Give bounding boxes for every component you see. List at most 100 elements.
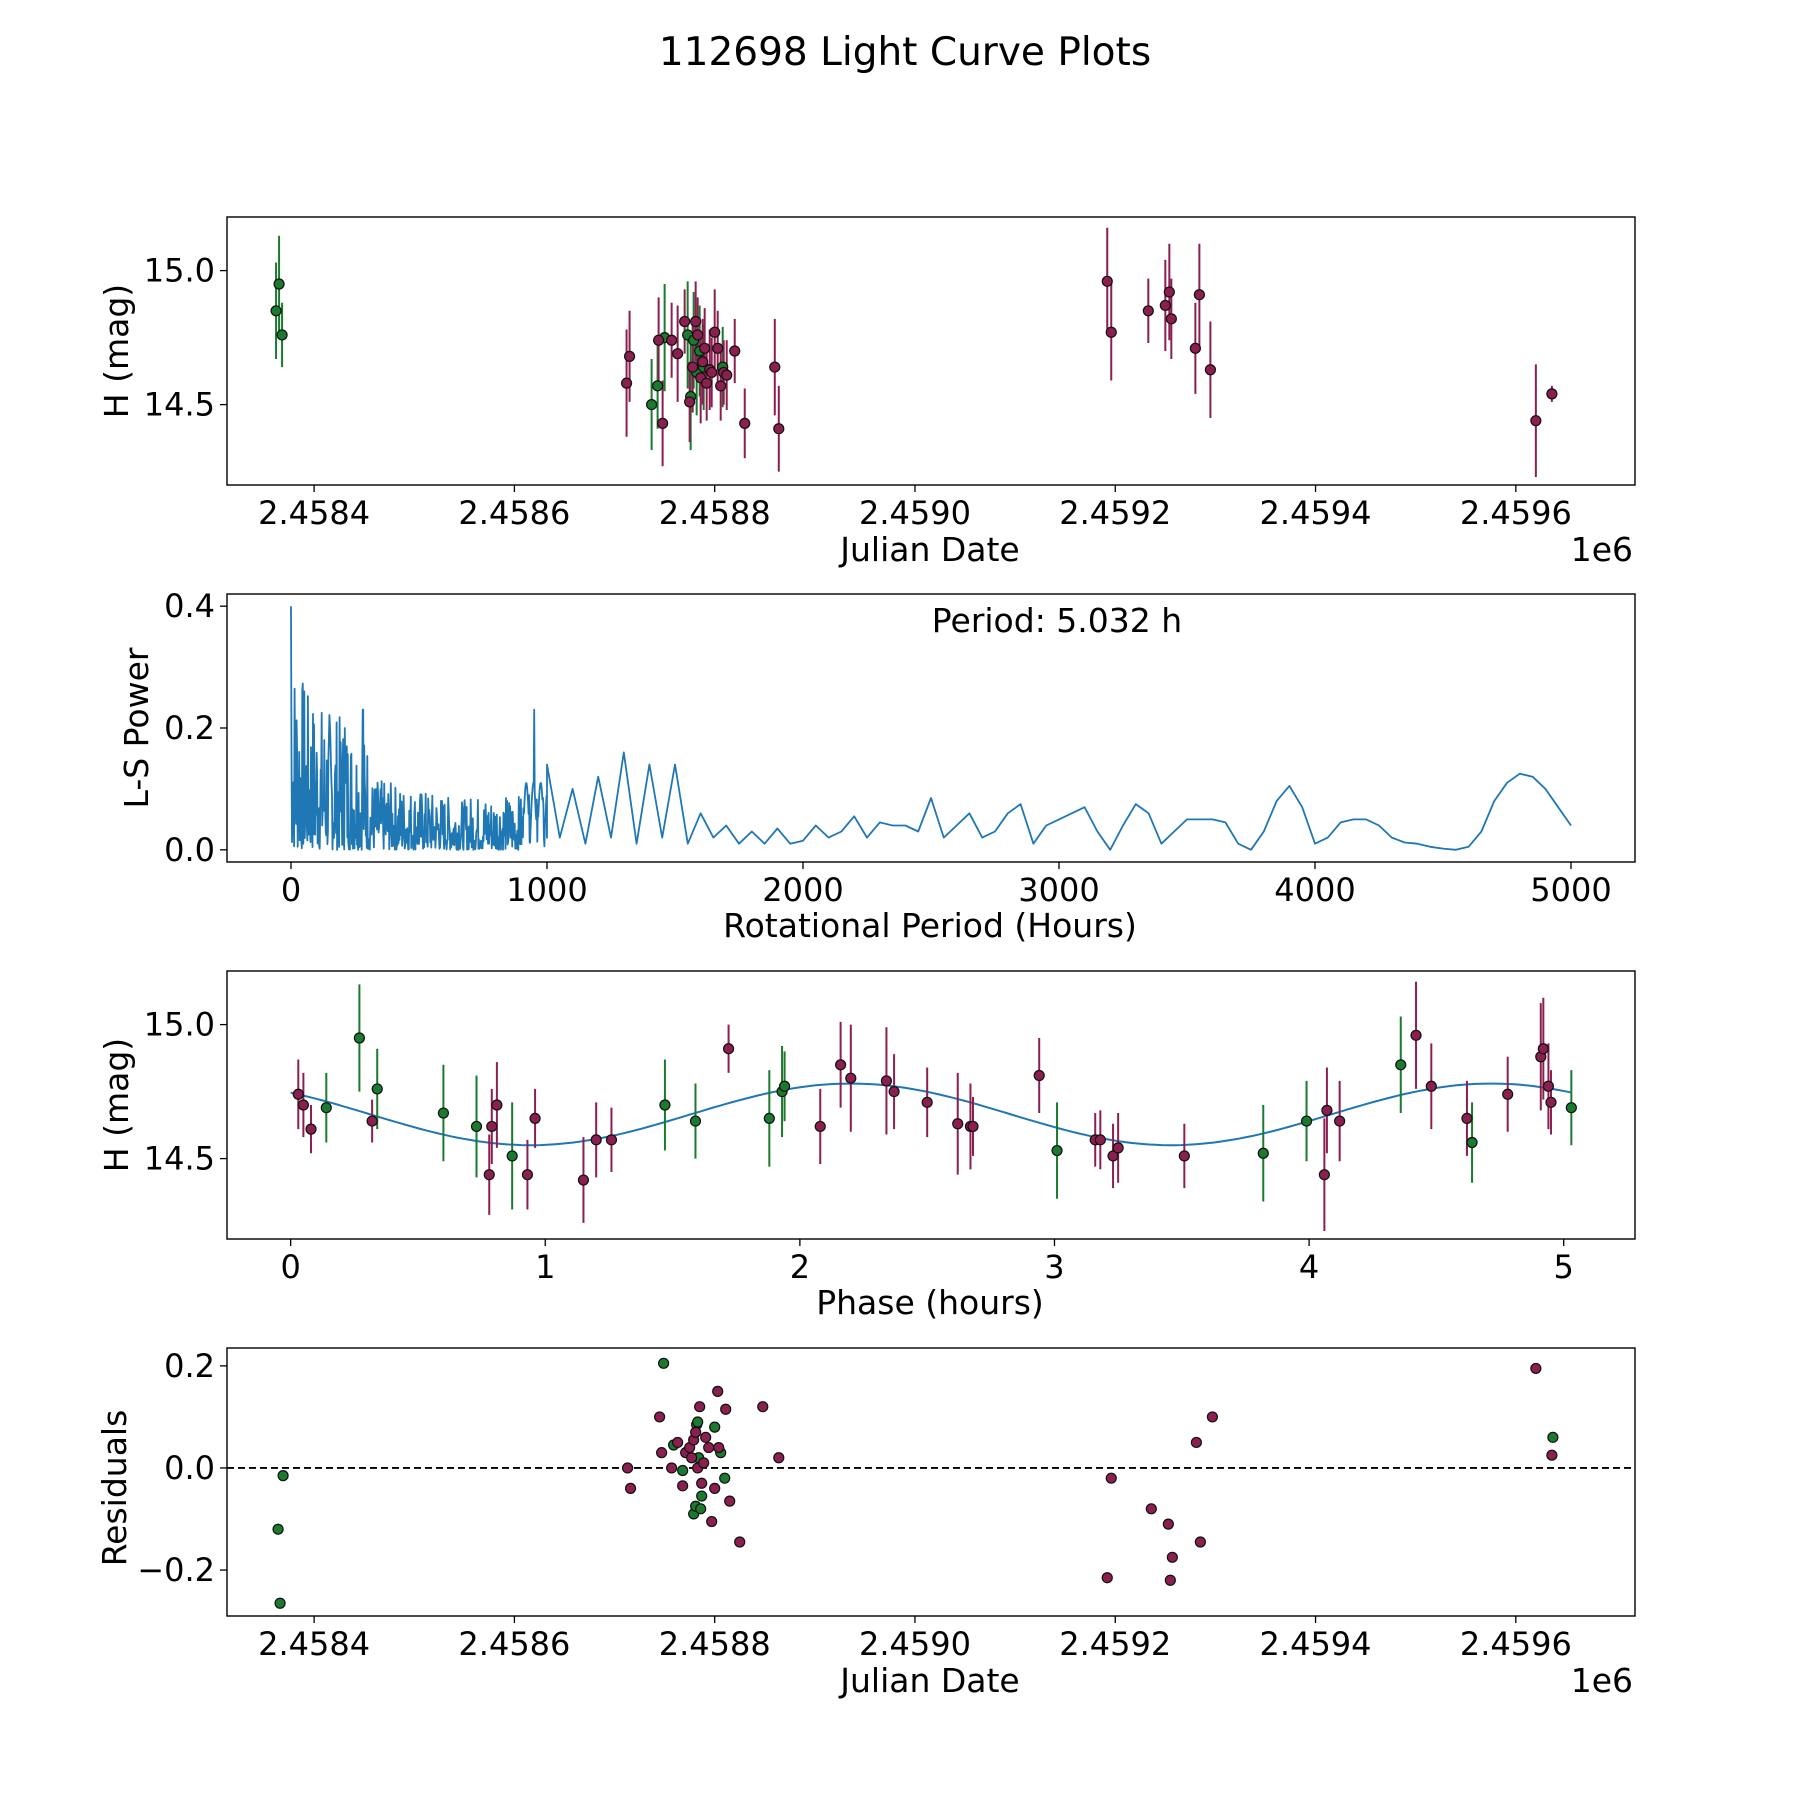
- purple-point: [1189, 342, 1201, 354]
- green-point: [506, 1150, 518, 1162]
- y-tick-label: −0.2: [137, 1551, 215, 1589]
- x-tick-label: 2.4590: [859, 1625, 971, 1663]
- phased-x-ticks: 0 1 2 3 4 5: [280, 1239, 1574, 1286]
- green-point: [692, 1416, 704, 1428]
- purple-point: [1159, 299, 1171, 312]
- purple-point: [712, 1385, 724, 1397]
- x-tick-label: 2.4586: [458, 494, 570, 532]
- purple-point: [845, 1072, 857, 1084]
- purple-point: [921, 1096, 933, 1108]
- x-tick-label: 2.4594: [1260, 494, 1372, 532]
- purple-point: [577, 1174, 590, 1186]
- residuals-xlabel: Julian Date: [838, 1661, 1020, 1700]
- purple-point: [491, 1099, 503, 1111]
- purple-point: [692, 329, 704, 341]
- lightcurve-x-offset: 1e6: [1571, 530, 1633, 569]
- purple-point: [1546, 1449, 1558, 1461]
- green-point: [696, 1490, 708, 1502]
- purple-point: [1204, 364, 1216, 376]
- y-tick-label: 14.5: [144, 386, 215, 424]
- lightcurve-panel: 2.4584 2.4586 2.4588 2.4590 2.4592 2.4594 2.45…: [97, 216, 1636, 569]
- green-point: [437, 1107, 450, 1119]
- purple-point: [1033, 1069, 1045, 1082]
- x-tick-label: 2.4594: [1260, 1625, 1372, 1663]
- periodogram-panel: 0 1000 2000 3000 4000 5000 0.0 0.2 0.4 Period: …: [117, 587, 1636, 945]
- purple-point: [721, 369, 733, 381]
- phased-panel: 0 1 2 3 4 5 15.0 14.5 Phase (hours) H (mag): [97, 970, 1636, 1322]
- purple-point: [709, 326, 721, 338]
- purple-point: [1321, 1104, 1333, 1116]
- green-point: [1300, 1115, 1313, 1127]
- purple-point: [739, 417, 751, 429]
- green-point: [689, 1115, 702, 1127]
- phased-ylabel: H (mag): [97, 1038, 136, 1172]
- purple-point: [700, 1431, 712, 1443]
- green-point: [273, 278, 285, 290]
- purple-point: [1318, 1169, 1330, 1181]
- residuals-panel: 2.4584 2.4586 2.4588 2.4590 2.4592 2.4594 2.45…: [95, 1347, 1636, 1700]
- purple-point: [1164, 1574, 1176, 1586]
- x-tick-label: 0: [280, 1248, 300, 1286]
- residuals-x-ticks: 2.4584 2.4586 2.4588 2.4590 2.4592 2.4594 2.45…: [258, 1616, 1572, 1663]
- green-point: [276, 329, 288, 341]
- green-point: [272, 1523, 284, 1535]
- purple-point: [1178, 1150, 1190, 1162]
- lightcurve-axes-frame: [226, 216, 1636, 486]
- purple-point: [967, 1120, 979, 1133]
- residuals-plot-area: [227, 1357, 1635, 1609]
- phased-fit-curve: [290, 1082, 1573, 1147]
- x-tick-label: 1000: [506, 871, 587, 909]
- green-point: [1395, 1059, 1407, 1071]
- x-tick-label: 2.4592: [1059, 494, 1171, 532]
- purple-point: [699, 342, 711, 354]
- purple-point: [712, 342, 724, 354]
- green-point: [778, 1080, 791, 1092]
- green-point: [646, 399, 658, 411]
- phased-xlabel: Phase (hours): [816, 1283, 1044, 1322]
- green-point: [695, 1503, 707, 1515]
- purple-point: [1334, 1115, 1346, 1127]
- purple-point: [653, 334, 665, 346]
- y-tick-label: 15.0: [144, 1006, 215, 1044]
- purple-point: [366, 1115, 378, 1127]
- periodogram-x-ticks: 0 1000 2000 3000 4000 5000: [281, 862, 1612, 909]
- purple-point: [1105, 1472, 1117, 1484]
- periodogram-y-ticks: 0.0 0.2 0.4: [164, 587, 227, 869]
- purple-point: [703, 1441, 715, 1454]
- x-tick-label: 0: [281, 871, 301, 909]
- purple-point: [483, 1169, 495, 1181]
- purple-point: [529, 1112, 541, 1125]
- periodogram-xlabel: Rotational Period (Hours): [723, 906, 1137, 945]
- purple-point: [729, 345, 741, 357]
- x-tick-label: 4: [1299, 1248, 1319, 1286]
- green-point: [1466, 1136, 1478, 1149]
- purple-point: [952, 1118, 964, 1130]
- x-tick-label: 3000: [1018, 871, 1099, 909]
- green-point: [709, 1421, 721, 1433]
- purple-point: [1530, 1362, 1542, 1375]
- x-tick-label: 2.4588: [659, 494, 771, 532]
- green-point: [652, 380, 664, 392]
- purple-point: [715, 380, 727, 392]
- purple-point: [672, 1436, 684, 1449]
- periodogram-plot-area: [290, 606, 1572, 851]
- green-point: [1565, 1102, 1577, 1114]
- green-point: [1051, 1144, 1063, 1157]
- purple-point: [654, 1411, 666, 1423]
- residuals-x-offset: 1e6: [1571, 1661, 1633, 1700]
- lightcurve-plot-area: [270, 227, 1558, 477]
- purple-point: [1190, 1436, 1202, 1449]
- purple-point: [1101, 275, 1113, 287]
- purple-point: [696, 1477, 708, 1489]
- purple-point: [686, 1452, 698, 1464]
- green-point: [353, 1032, 365, 1044]
- purple-point: [624, 1482, 637, 1494]
- purple-point: [1163, 286, 1175, 298]
- x-tick-label: 5000: [1530, 871, 1611, 909]
- residuals-y-ticks: 0.2 0.0 −0.2: [137, 1347, 227, 1589]
- purple-point: [623, 350, 636, 362]
- x-tick-label: 2.4588: [659, 1625, 771, 1663]
- purple-point: [701, 377, 713, 389]
